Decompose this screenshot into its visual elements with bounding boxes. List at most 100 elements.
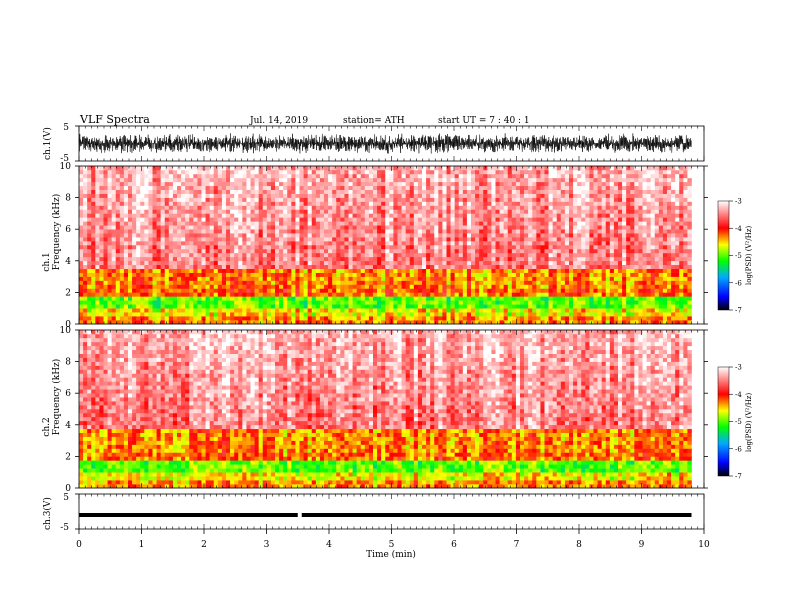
spectrogram-cell <box>405 225 411 230</box>
spectrogram-cell <box>348 300 353 305</box>
spectrogram-cell <box>287 237 292 242</box>
spectrogram-cell <box>295 288 300 293</box>
spectrogram-cell <box>83 229 88 234</box>
spectrogram-cell <box>279 173 284 179</box>
spectrogram-cell <box>536 248 541 254</box>
spectrogram-cell <box>450 209 455 214</box>
spectrogram-cell <box>172 237 178 242</box>
spectrogram-cell <box>123 177 129 183</box>
spectrogram-cell <box>405 217 411 222</box>
spectrogram-cell <box>442 264 447 269</box>
spectrogram-cell <box>295 316 300 321</box>
spectrogram-cell <box>487 260 492 266</box>
spectrogram-cell <box>417 213 423 218</box>
spectrogram-cell <box>332 233 337 238</box>
spectrogram-cell <box>213 189 219 194</box>
spectrogram-cell <box>552 237 558 242</box>
spectrogram-cell <box>226 272 231 277</box>
spectrogram-cell <box>217 256 223 262</box>
spectrogram-cell <box>144 166 149 171</box>
spectrogram-cell <box>132 280 137 285</box>
spectrogram-cell <box>160 221 166 226</box>
spectrogram-cell <box>103 288 108 293</box>
spectrogram-cell <box>377 245 382 250</box>
spectrogram-cell <box>462 217 468 222</box>
spectrogram-cell <box>434 260 439 266</box>
spectrogram-cell <box>422 268 427 273</box>
spectrogram-cell <box>454 276 460 281</box>
spectrogram-cell <box>123 280 129 285</box>
spectrogram-cell <box>573 245 578 250</box>
spectrogram-cell <box>356 276 362 281</box>
spectrogram-cell <box>315 256 321 262</box>
spectrogram-cell <box>279 316 284 321</box>
spectrogram-cell <box>270 300 276 305</box>
spectrogram-cell <box>258 292 264 297</box>
spectrogram-cell <box>270 272 276 277</box>
spectrogram-cell <box>103 296 108 301</box>
spectrogram-cell <box>511 217 517 222</box>
spectrogram-cell <box>238 225 243 230</box>
spectrogram-cell <box>83 264 88 269</box>
spectrogram-cell <box>262 229 268 234</box>
spectrogram-cell <box>564 221 570 226</box>
spectrogram-cell <box>136 205 141 210</box>
spectrogram-cell <box>177 260 182 266</box>
spectrogram-cell <box>87 288 92 293</box>
spectrogram-cell <box>107 272 112 277</box>
spectrogram-cell <box>483 288 488 293</box>
spectrogram-cell <box>515 193 521 198</box>
spectrogram-cell <box>250 193 255 198</box>
spectrogram-cell <box>548 248 553 254</box>
spectrogram-cell <box>87 260 92 266</box>
spectrogram-cell <box>275 229 280 234</box>
spectrogram-cell <box>368 169 374 175</box>
spectrogram-cell <box>205 288 210 293</box>
spectrogram-cell <box>552 169 558 175</box>
spectrogram-cell <box>283 177 288 183</box>
spectrogram-cell <box>177 173 182 179</box>
spectrogram-cell <box>438 205 443 210</box>
spectrogram-cell <box>581 173 586 179</box>
spectrogram-cell <box>471 229 476 234</box>
spectrogram-cell <box>99 284 104 289</box>
spectrogram-cell <box>348 241 353 246</box>
spectrogram-cell <box>266 166 272 171</box>
spectrogram-cell <box>511 304 517 309</box>
spectrogram-cell <box>217 209 223 214</box>
spectrogram-cell <box>393 197 398 202</box>
spectrogram-cell <box>262 205 268 210</box>
spectrogram-cell <box>397 213 402 218</box>
spectrogram-cell <box>560 260 566 266</box>
spectrogram-cell <box>283 296 288 301</box>
spectrogram-cell <box>450 288 455 293</box>
spectrogram-cell <box>311 245 317 250</box>
spectrogram-cell <box>413 237 419 242</box>
spectrogram-cell <box>332 252 337 258</box>
spectrogram-cell <box>536 233 541 238</box>
spectrogram-cell <box>324 241 329 246</box>
spectrogram-cell <box>552 189 558 194</box>
spectrogram-cell <box>405 264 411 269</box>
spectrogram-cell <box>91 189 96 194</box>
spectrogram-cell <box>511 209 517 214</box>
spectrogram-cell <box>238 272 243 277</box>
spectrogram-cell <box>115 276 121 281</box>
spectrogram-cell <box>221 296 227 301</box>
spectrogram-cell <box>356 209 362 214</box>
spectrogram-cell <box>385 225 390 230</box>
spectrogram-cell <box>87 169 92 175</box>
spectrogram-cell <box>381 217 386 222</box>
spectrogram-cell <box>389 233 394 238</box>
spectrogram-cell <box>340 245 345 250</box>
spectrogram-cell <box>532 276 537 281</box>
spectrogram-cell <box>544 201 549 206</box>
spectrogram-cell <box>356 205 362 210</box>
spectrogram-cell <box>573 284 578 289</box>
spectrogram-cell <box>569 217 574 222</box>
spectrogram-cell <box>213 320 219 325</box>
spectrogram-cell <box>352 308 357 313</box>
spectrogram-cell <box>471 221 476 226</box>
spectrogram-cell <box>426 241 431 246</box>
spectrogram-cell <box>83 300 88 305</box>
